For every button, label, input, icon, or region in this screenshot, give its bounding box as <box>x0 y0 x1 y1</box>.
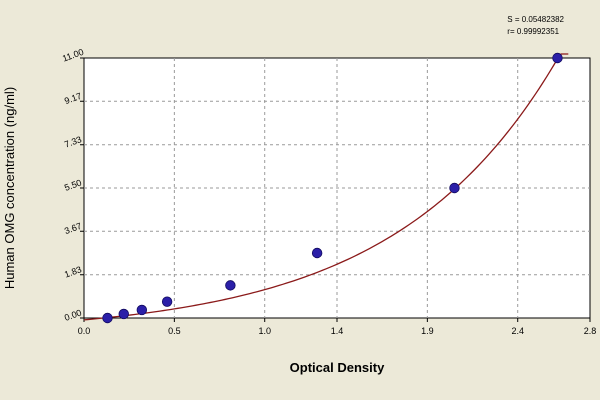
x-tick-label: 0.5 <box>168 326 181 336</box>
y-tick-label: 3.67 <box>63 221 83 236</box>
x-tick-label: 1.9 <box>421 326 434 336</box>
x-tick-label: 1.0 <box>258 326 271 336</box>
grid-lines <box>84 58 590 318</box>
fit-statistics: S = 0.05482382 r= 0.99992351 <box>507 14 564 38</box>
y-axis-label: Human OMG concentration (ng/ml) <box>2 87 17 289</box>
y-tick-label: 7.33 <box>63 134 83 149</box>
fit-curve <box>83 53 569 321</box>
data-point <box>102 312 113 324</box>
fit-curve-layer <box>83 53 569 321</box>
x-tick-label: 2.8 <box>584 326 597 336</box>
data-point <box>161 296 173 307</box>
y-tick-label: 1.83 <box>63 264 83 279</box>
data-point <box>449 182 460 194</box>
data-point <box>225 280 236 291</box>
data-point <box>118 308 129 320</box>
x-axis-label: Optical Density <box>290 360 385 375</box>
x-tick-label: 1.4 <box>331 326 344 336</box>
y-tick-label: 5.50 <box>63 177 83 192</box>
y-tick-label: 0.00 <box>63 307 83 322</box>
fit-s-value: S = 0.05482382 <box>507 15 564 24</box>
data-point <box>136 304 148 316</box>
x-tick-label: 2.4 <box>511 326 524 336</box>
x-tick-label: 0.0 <box>78 326 91 336</box>
data-point <box>311 247 323 259</box>
data-points-layer <box>102 52 563 324</box>
y-tick-label: 11.00 <box>61 47 85 64</box>
fit-r-value: r= 0.99992351 <box>507 27 560 36</box>
data-point <box>552 52 563 64</box>
y-tick-label: 9.17 <box>63 91 83 106</box>
